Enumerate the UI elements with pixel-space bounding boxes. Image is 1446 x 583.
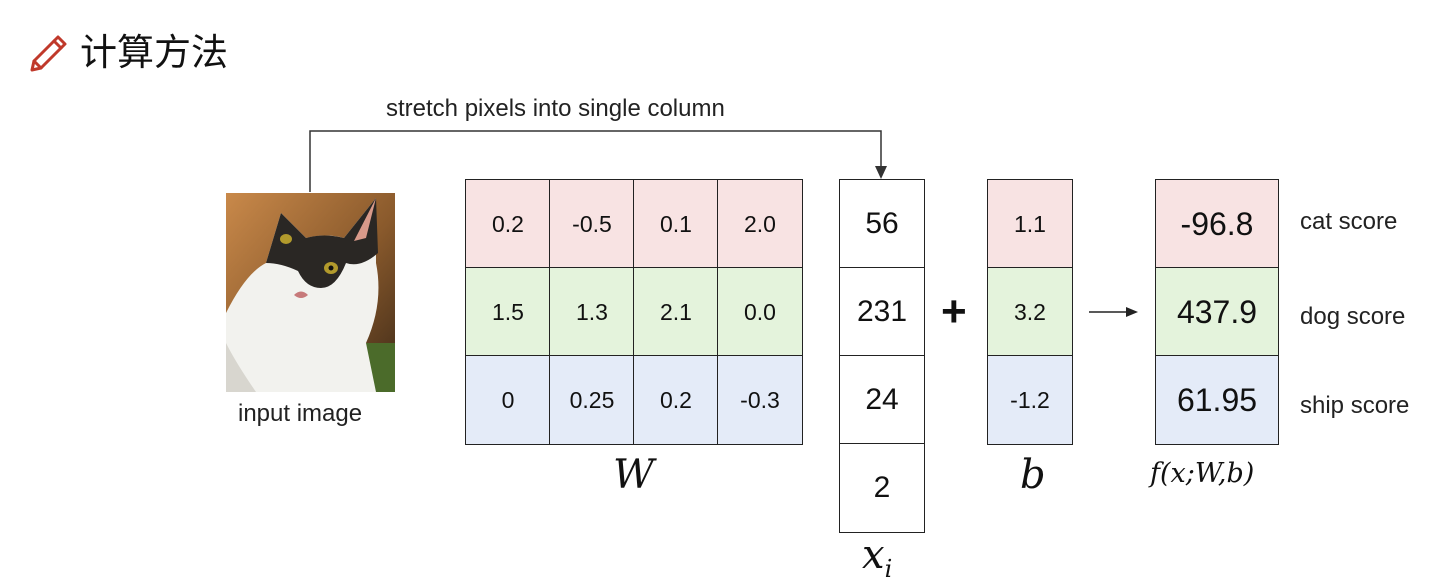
- x-cell: 231: [839, 267, 925, 357]
- x-cell: 56: [839, 179, 925, 269]
- score-cell: -96.8: [1155, 179, 1279, 269]
- w-cell: 0.2: [465, 179, 551, 269]
- w-cell: 0: [465, 355, 551, 445]
- b-cell: -1.2: [987, 355, 1073, 445]
- w-cell: 0.0: [717, 267, 803, 357]
- score-function-label: f(x;W,b): [1150, 458, 1255, 489]
- page-title: 计算方法: [80, 31, 228, 74]
- dog-score-label: dog score: [1300, 303, 1406, 330]
- cat-image: [226, 193, 395, 392]
- score-cell: 437.9: [1155, 267, 1279, 357]
- w-cell: -0.3: [717, 355, 803, 445]
- b-cell: 3.2: [987, 267, 1073, 357]
- ship-score-label: ship score: [1300, 392, 1410, 419]
- w-cell: 2.0: [717, 179, 803, 269]
- score-cell: 61.95: [1155, 355, 1279, 445]
- b-cell: 1.1: [987, 179, 1073, 269]
- pencil-icon: [30, 35, 67, 72]
- plus-sign: +: [941, 287, 967, 336]
- w-cell: 0.25: [549, 355, 635, 445]
- w-label: W: [613, 452, 655, 498]
- w-cell: 1.3: [549, 267, 635, 357]
- w-cell: 0.1: [633, 179, 719, 269]
- stretch-caption: stretch pixels into single column: [386, 95, 725, 122]
- b-label: b: [1020, 452, 1046, 498]
- cat-score-label: cat score: [1300, 208, 1398, 235]
- w-cell: 0.2: [633, 355, 719, 445]
- x-cell: 2: [839, 443, 925, 533]
- w-cell: 1.5: [465, 267, 551, 357]
- x-label: xi: [862, 532, 893, 583]
- w-cell: -0.5: [549, 179, 635, 269]
- w-cell: 2.1: [633, 267, 719, 357]
- x-cell: 24: [839, 355, 925, 445]
- input-image-label: input image: [238, 400, 363, 427]
